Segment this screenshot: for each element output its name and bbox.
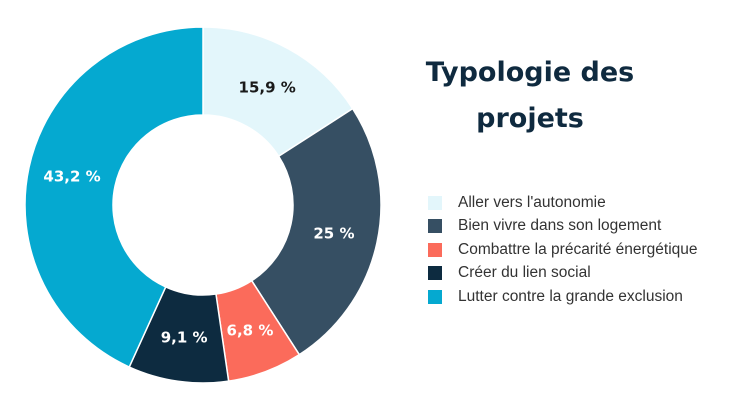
legend-swatch <box>428 289 442 304</box>
slice-label-precarite: 6,8 % <box>227 321 274 339</box>
legend-item-exclusion: Lutter contre la grande exclusion <box>428 285 698 309</box>
legend-label: Aller vers l'autonomie <box>458 193 606 211</box>
legend-swatch <box>428 195 442 210</box>
legend-label: Combattre la précarité énergétique <box>458 240 698 258</box>
legend-swatch <box>428 242 442 257</box>
legend-label: Créer du lien social <box>458 264 591 282</box>
legend-item-autonomie: Aller vers l'autonomie <box>428 191 698 215</box>
donut-chart: 15,9 % 25 % 6,8 % 9,1 % 43,2 % <box>24 26 382 384</box>
legend-item-precarite: Combattre la précarité énergétique <box>428 238 698 262</box>
legend-label: Lutter contre la grande exclusion <box>458 287 683 305</box>
slice-label-autonomie: 15,9 % <box>239 78 296 96</box>
slice-exclusion <box>24 26 204 368</box>
chart-title-line-1: Typologie des <box>425 57 635 88</box>
legend-swatch <box>428 266 442 281</box>
slice-label-lien-social: 9,1 % <box>161 329 208 347</box>
slice-label-exclusion: 43,2 % <box>43 168 100 186</box>
legend-item-lien-social: Créer du lien social <box>428 262 698 286</box>
legend-label: Bien vivre dans son logement <box>458 217 662 235</box>
legend-swatch <box>428 219 442 234</box>
chart-title-line-2: projets <box>476 103 584 134</box>
chart-title: Typologie des projets <box>420 50 640 142</box>
legend-item-logement: Bien vivre dans son logement <box>428 215 698 239</box>
slice-label-logement: 25 % <box>313 224 354 242</box>
legend: Aller vers l'autonomie Bien vivre dans s… <box>428 191 698 309</box>
slice-logement <box>250 107 382 356</box>
